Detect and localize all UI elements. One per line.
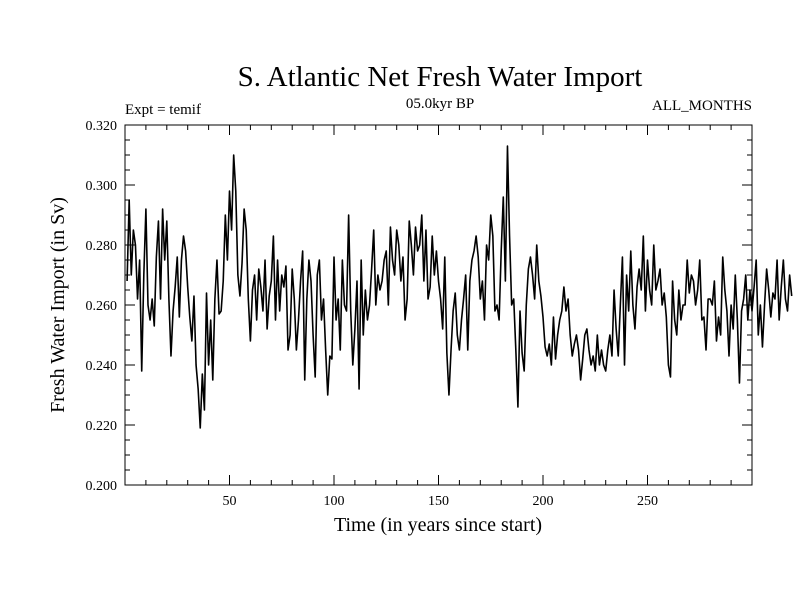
series-group — [126, 145, 793, 429]
y-tick-label: 0.300 — [86, 179, 118, 194]
annotation-left: Expt = temif — [125, 102, 201, 118]
y-tick-label: 0.200 — [86, 479, 118, 494]
y-tick-label: 0.260 — [86, 299, 118, 314]
x-axis-label: Time (in years since start) — [334, 514, 542, 536]
annotation-right: ALL_MONTHS — [652, 98, 752, 114]
plot-frame — [124, 124, 753, 486]
x-tick-label: 100 — [324, 494, 345, 509]
x-tick-label: 250 — [637, 494, 658, 509]
x-tick-label: 150 — [428, 494, 449, 509]
y-tick-label: 0.220 — [86, 419, 118, 434]
y-tick-label: 0.320 — [86, 119, 118, 134]
chart-subtitle: 05.0kyr BP — [406, 96, 474, 112]
series-line — [126, 145, 793, 429]
x-tick-label: 200 — [533, 494, 554, 509]
x-tick-label: 50 — [223, 494, 237, 509]
chart-title: S. Atlantic Net Fresh Water Import — [238, 61, 643, 93]
y-axis-label: Fresh Water Import (in Sv) — [47, 197, 69, 413]
y-tick-label: 0.240 — [86, 359, 118, 374]
y-tick-label: 0.280 — [86, 239, 118, 254]
